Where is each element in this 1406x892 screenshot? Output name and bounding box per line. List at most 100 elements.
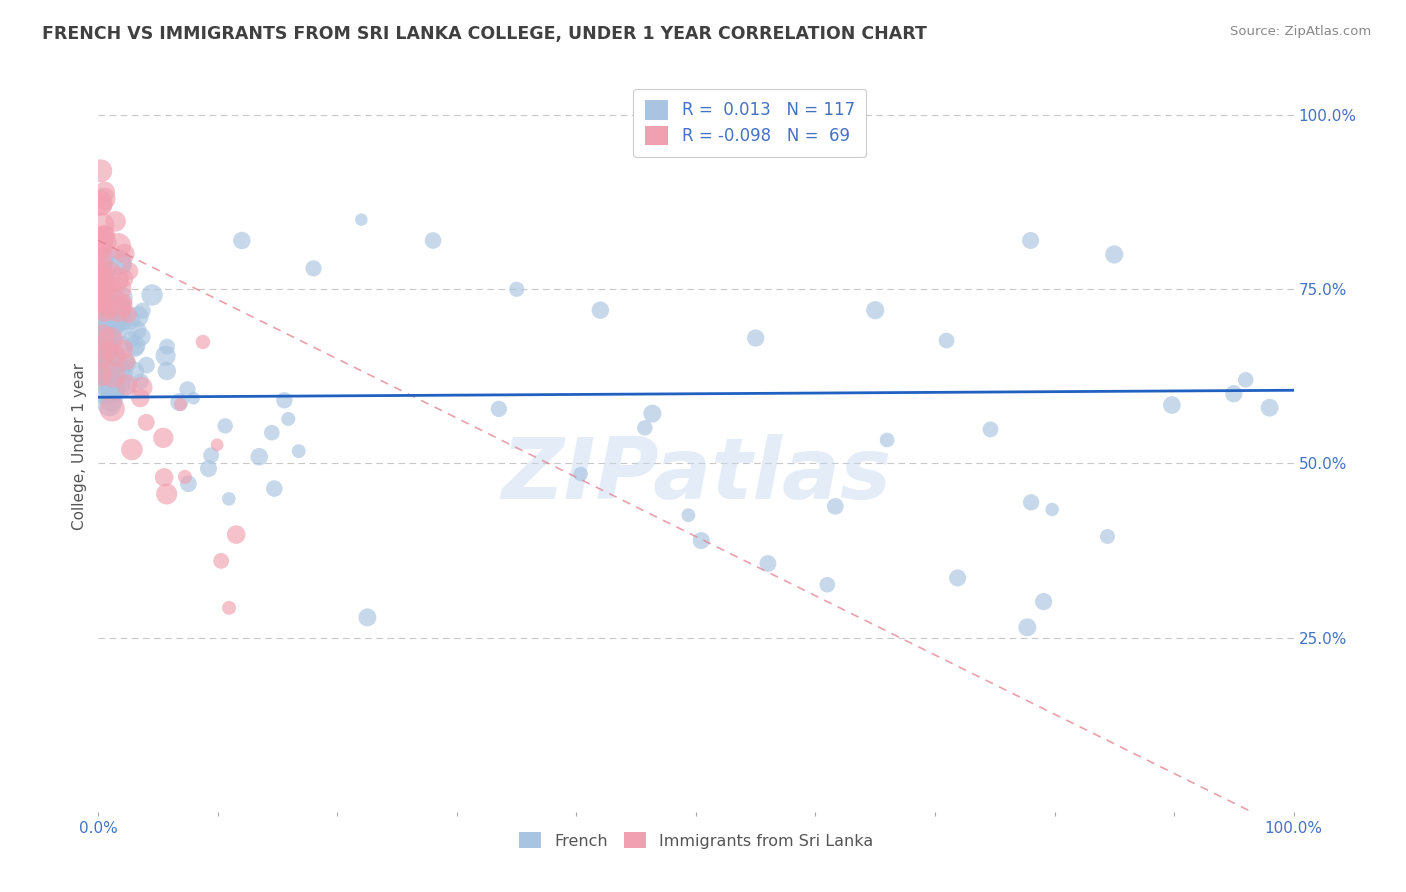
- Point: [110, 314, 132, 328]
- Point: [96, 334, 118, 349]
- Point: [104, 349, 127, 363]
- Point: [101, 379, 124, 393]
- Point: [93, 266, 115, 280]
- Point: [112, 343, 135, 357]
- Point: [91, 329, 114, 343]
- Point: [127, 310, 149, 324]
- Point: [97, 267, 120, 281]
- Point: [115, 378, 138, 392]
- Point: [177, 476, 200, 491]
- Point: [876, 433, 898, 447]
- Point: [118, 264, 141, 278]
- Point: [93, 228, 115, 243]
- Point: [141, 288, 163, 302]
- Point: [156, 487, 179, 501]
- Point: [97, 351, 120, 366]
- Point: [263, 482, 285, 496]
- Point: [100, 333, 122, 347]
- Point: [91, 199, 114, 213]
- Point: [112, 338, 135, 352]
- Point: [94, 301, 117, 315]
- Point: [94, 281, 117, 295]
- Point: [129, 374, 152, 388]
- Point: [569, 467, 592, 481]
- Point: [153, 470, 176, 484]
- Point: [89, 292, 111, 306]
- Point: [183, 391, 205, 405]
- Point: [1017, 620, 1039, 634]
- Point: [90, 269, 112, 284]
- Point: [89, 292, 111, 306]
- Point: [135, 416, 157, 430]
- Point: [277, 412, 299, 426]
- Point: [589, 303, 612, 318]
- Point: [89, 328, 111, 343]
- Point: [155, 349, 177, 363]
- Point: [231, 234, 253, 248]
- Point: [91, 318, 114, 333]
- Point: [197, 461, 219, 475]
- Point: [101, 368, 124, 382]
- Point: [111, 366, 134, 380]
- Point: [89, 271, 111, 285]
- Point: [156, 364, 179, 378]
- Point: [1019, 495, 1042, 509]
- Point: [1040, 502, 1063, 516]
- Point: [124, 338, 146, 352]
- Point: [89, 275, 111, 289]
- Point: [260, 425, 283, 440]
- Point: [120, 312, 142, 326]
- Text: FRENCH VS IMMIGRANTS FROM SRI LANKA COLLEGE, UNDER 1 YEAR CORRELATION CHART: FRENCH VS IMMIGRANTS FROM SRI LANKA COLL…: [42, 25, 927, 43]
- Point: [124, 341, 146, 355]
- Point: [110, 311, 132, 326]
- Point: [218, 491, 240, 506]
- Point: [112, 295, 135, 310]
- Point: [89, 350, 111, 364]
- Point: [110, 257, 132, 271]
- Point: [191, 334, 214, 349]
- Point: [1234, 373, 1257, 387]
- Point: [108, 296, 131, 310]
- Point: [979, 422, 1001, 436]
- Point: [350, 212, 373, 227]
- Point: [114, 247, 136, 261]
- Point: [105, 324, 128, 338]
- Point: [98, 332, 121, 346]
- Point: [94, 185, 117, 199]
- Point: [100, 384, 122, 398]
- Point: [89, 265, 111, 279]
- Point: [117, 356, 139, 370]
- Point: [96, 339, 118, 353]
- Point: [96, 292, 118, 306]
- Point: [1223, 386, 1246, 401]
- Point: [122, 365, 145, 379]
- Point: [103, 318, 125, 332]
- Point: [89, 368, 111, 382]
- Point: [89, 292, 111, 306]
- Point: [90, 346, 112, 360]
- Point: [125, 323, 148, 337]
- Point: [89, 285, 111, 299]
- Point: [97, 366, 120, 380]
- Text: Source: ZipAtlas.com: Source: ZipAtlas.com: [1230, 25, 1371, 38]
- Point: [90, 219, 112, 233]
- Point: [302, 261, 325, 276]
- Point: [152, 431, 174, 445]
- Point: [131, 330, 153, 344]
- Point: [89, 195, 111, 210]
- Point: [89, 288, 111, 302]
- Point: [422, 234, 444, 248]
- Point: [89, 322, 111, 336]
- Point: [96, 347, 118, 361]
- Point: [356, 610, 378, 624]
- Point: [1097, 529, 1119, 543]
- Point: [94, 229, 117, 244]
- Point: [90, 286, 112, 301]
- Point: [97, 326, 120, 341]
- Point: [1032, 594, 1054, 608]
- Point: [100, 311, 122, 326]
- Point: [91, 359, 114, 374]
- Point: [205, 438, 228, 452]
- Point: [89, 276, 111, 290]
- Point: [96, 296, 118, 310]
